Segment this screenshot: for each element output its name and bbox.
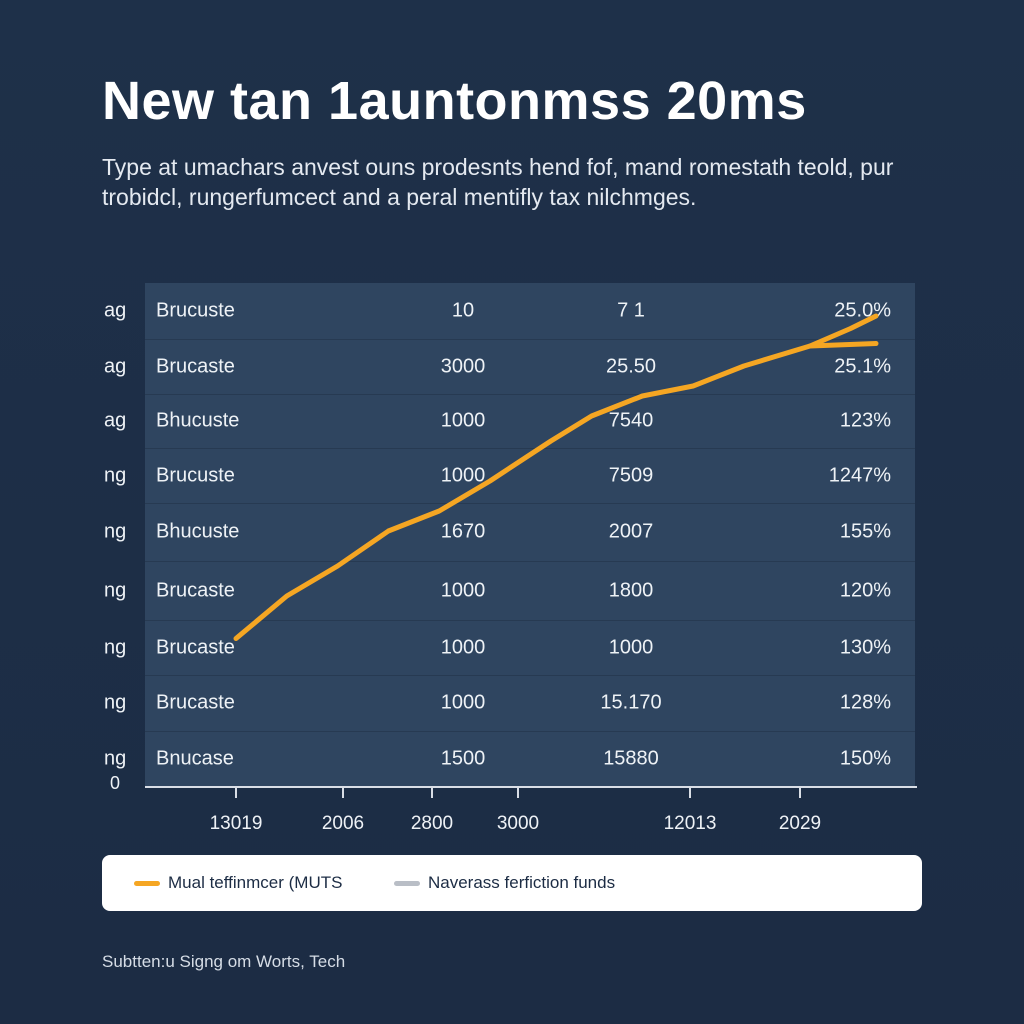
table-cell-name: Bhucuste	[156, 520, 240, 543]
table-row: Brucaste 1000 1800 120%	[145, 561, 915, 621]
table-row: Brucuste 10 7 1 25.0%	[145, 283, 915, 340]
table-cell-name: Brucaste	[156, 691, 235, 714]
x-tick-mark	[799, 788, 801, 798]
legend-swatch-series-1	[134, 880, 160, 886]
x-tick-mark	[517, 788, 519, 798]
x-tick-mark	[689, 788, 691, 798]
x-tick-label: 2800	[410, 813, 454, 834]
table-cell-c: 130%	[839, 636, 891, 658]
row-label: ng	[104, 579, 127, 601]
chart-title: New tan 1auntonmss 20ms	[102, 71, 807, 131]
table-cell-name: Brucaste	[156, 355, 235, 377]
series-branch-1	[807, 341, 879, 349]
table-cell-name: Brucuste	[156, 464, 235, 486]
table-row: Brucaste 3000 25.50 25.1%	[145, 339, 915, 395]
row-label: ng	[104, 747, 127, 769]
table-row: Bnucase 1500 15880 150%	[156, 747, 891, 769]
table-cell-c: 1247%	[828, 464, 891, 486]
row-label: ag	[104, 409, 127, 432]
x-tick-label: 2029	[778, 813, 822, 834]
table-cell-name: Brucuste	[156, 299, 235, 322]
row-label: ag	[104, 299, 127, 322]
row-label: ng	[104, 520, 127, 543]
series-line-1	[233, 313, 879, 641]
legend-swatch-series-2	[394, 880, 420, 886]
table-cell-c: 155%	[839, 520, 891, 543]
table-row: Brucaste 1000 15.170 128%	[145, 675, 915, 732]
table-cell-name: Brucaste	[156, 636, 235, 658]
x-tick-label: 13019	[209, 813, 263, 834]
row-label: ng	[104, 464, 127, 486]
table-row: Bhucuste 1000 7540 123%	[145, 394, 915, 449]
table-row: Brucaste 1000 1000 130%	[145, 620, 915, 676]
row-label: ag	[104, 355, 127, 377]
x-tick-mark	[235, 788, 237, 798]
table-cell-name: Bhucuste	[156, 409, 240, 432]
x-tick-mark	[342, 788, 344, 798]
table-cell-name: Bnucase	[156, 747, 234, 769]
legend-item-series-1: Mual teffinmcer (MUTS	[134, 873, 342, 893]
chart-subtitle: Type at umachars anvest ouns prodesnts h…	[102, 154, 894, 210]
table-cell-c: 128%	[839, 691, 891, 714]
table-cell-c: 123%	[839, 409, 891, 432]
legend-label-series-1: Mual teffinmcer (MUTS	[168, 873, 343, 892]
y-zero-label: 0	[110, 773, 121, 793]
x-tick-mark	[431, 788, 433, 798]
data-table-panel: Brucuste 10 7 1 25.0% Brucaste 3000 25.50 25.1%…	[145, 283, 915, 786]
x-tick-label: 3000	[496, 813, 540, 834]
table-row: Bhucuste 1670 2007 155%	[145, 503, 915, 562]
legend-item-series-2: Naverass ferfiction funds	[394, 873, 615, 893]
legend: Mual teffinmcer (MUTS Naverass ferfictio…	[102, 855, 922, 911]
row-label: ng	[104, 636, 127, 658]
table-cell-c: 150%	[839, 747, 891, 769]
x-axis-line	[145, 786, 917, 788]
table-cell-c: 120%	[839, 579, 891, 601]
source-note: Subtten:u Signg om Worts, Tech	[102, 952, 346, 971]
x-tick-label: 2006	[321, 813, 365, 834]
x-tick-label: 12013	[663, 813, 717, 834]
table-cell-name: Brucaste	[156, 579, 235, 601]
legend-label-series-2: Naverass ferfiction funds	[428, 873, 616, 892]
table-row: Brucuste 1000 7509 1247%	[145, 448, 915, 504]
table-cell-c: 25.1%	[834, 355, 891, 377]
row-label: ng	[104, 691, 127, 714]
